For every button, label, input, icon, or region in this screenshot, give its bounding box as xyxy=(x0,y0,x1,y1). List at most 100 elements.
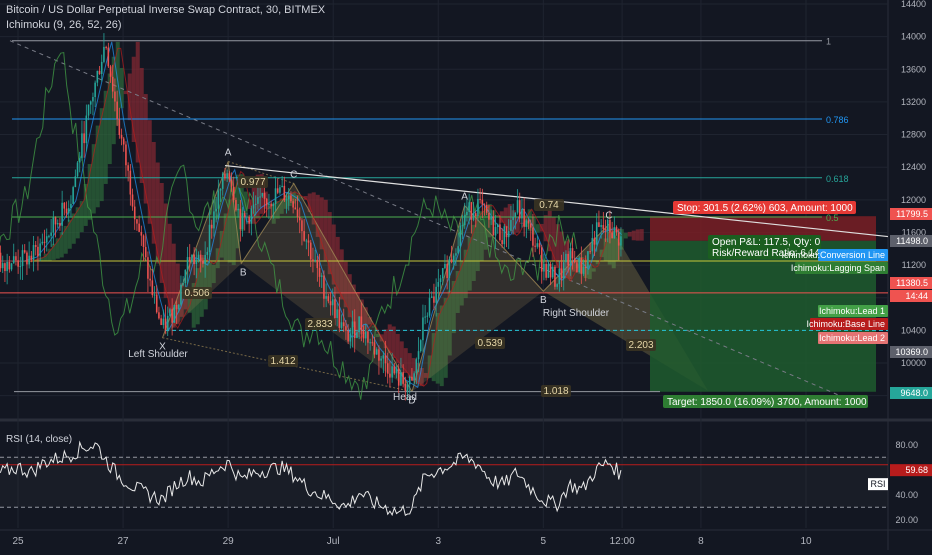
ichimoku-tag: Ichimoku:Lead 1 xyxy=(819,306,885,316)
cloud-segment xyxy=(43,253,48,262)
candle-body xyxy=(67,208,70,214)
ratio-label-bg xyxy=(268,355,298,367)
candle-body xyxy=(232,186,235,200)
ichimoku-lagging-span xyxy=(0,51,578,400)
candle-body xyxy=(459,225,462,247)
price-axis-tag-bg xyxy=(890,346,932,358)
price-axis-tick: 11600 xyxy=(902,227,926,237)
rsi-line xyxy=(0,440,622,517)
cloud-segment xyxy=(347,274,352,318)
candle-body xyxy=(532,227,534,246)
candle-body xyxy=(457,246,459,254)
candle-body xyxy=(547,264,550,278)
pattern-shoulder-label: Left Shoulder xyxy=(128,349,188,360)
cloud-segment xyxy=(83,183,88,226)
candle-body xyxy=(395,368,398,374)
candle-body xyxy=(426,315,429,317)
price-axis-tag: 11799.5 xyxy=(896,209,928,219)
ichimoku-tag: Ichimoku:Conversion Line xyxy=(781,250,885,260)
candle-body xyxy=(98,70,101,74)
cloud-segment xyxy=(535,224,540,233)
cloud-segment xyxy=(323,199,328,262)
time-axis-tick: 29 xyxy=(223,536,235,547)
cloud-segment xyxy=(459,261,464,306)
cloud-segment xyxy=(231,187,236,266)
candle-body xyxy=(296,209,299,218)
candle-body xyxy=(400,372,402,386)
cloud-segment xyxy=(59,232,64,258)
ratio-label: 0.74 xyxy=(539,200,559,211)
candle-body xyxy=(274,188,277,204)
rsi-value-tag-bg xyxy=(890,464,932,477)
candle-body xyxy=(512,216,514,221)
candle-body xyxy=(477,198,479,216)
candle-body xyxy=(210,224,213,229)
candle-body xyxy=(37,246,39,257)
candle-body xyxy=(235,199,237,211)
candle-body xyxy=(173,305,176,323)
candle-body xyxy=(617,232,620,246)
candle-body xyxy=(197,254,200,260)
candle-body xyxy=(252,204,255,209)
candle-body xyxy=(422,317,424,341)
candle-body xyxy=(12,256,15,264)
price-axis-tick: 10400 xyxy=(901,325,926,335)
candle-body xyxy=(261,192,264,197)
cloud-segment xyxy=(71,213,76,244)
candle-body xyxy=(59,223,61,226)
rsi-band-fill xyxy=(0,457,888,508)
candle-body xyxy=(589,251,591,253)
candle-body xyxy=(419,340,422,352)
cloud-segment xyxy=(495,215,500,217)
cloud-segment xyxy=(287,193,292,206)
cloud-segment xyxy=(155,162,160,264)
candle-body xyxy=(147,257,149,279)
candle-body xyxy=(461,225,464,227)
rsi-name-tag: RSI xyxy=(870,479,885,489)
cloud-segment xyxy=(435,312,440,384)
cloud-segment xyxy=(87,164,92,220)
target-label-bg xyxy=(663,395,868,408)
pattern-fill-bcd xyxy=(241,183,412,392)
price-axis-tick: 14400 xyxy=(901,0,926,9)
candle-body xyxy=(39,243,41,257)
candle-body xyxy=(470,202,473,220)
cloud-segment xyxy=(63,225,68,254)
indicator-legend[interactable]: Ichimoku (9, 26, 52, 26) xyxy=(6,19,122,31)
candle-body xyxy=(166,315,169,331)
candle-body xyxy=(479,198,481,200)
candle-body xyxy=(606,219,609,231)
candle-body xyxy=(259,196,261,198)
pattern-leg-xabcd xyxy=(161,161,413,392)
candle-body xyxy=(525,220,528,227)
candle-body xyxy=(527,220,530,224)
rsi-value-tag: 59.68 xyxy=(905,465,928,475)
cloud-segment xyxy=(451,280,456,334)
price-axis-tag: 11498.0 xyxy=(896,236,928,246)
candle-body xyxy=(279,187,281,193)
cloud-segment xyxy=(635,229,640,241)
candle-body xyxy=(325,296,327,299)
cloud-segment xyxy=(183,297,188,310)
candle-body xyxy=(540,247,543,272)
cloud-segment xyxy=(211,265,216,284)
candle-body xyxy=(109,66,112,77)
candle-body xyxy=(362,330,365,339)
candle-body xyxy=(56,223,59,225)
candle-body xyxy=(587,251,589,268)
cloud-segment xyxy=(139,67,144,184)
candle-body xyxy=(292,201,294,208)
candle-body xyxy=(609,219,611,233)
ratio-label-bg xyxy=(475,337,505,349)
ratio-label-bg xyxy=(182,287,212,299)
candle-body xyxy=(595,222,598,245)
cloud-segment xyxy=(447,290,452,356)
cloud-segment xyxy=(227,199,232,263)
cloud-segment xyxy=(475,215,480,272)
price-axis-tick: 12800 xyxy=(901,130,926,140)
candle-body xyxy=(153,294,156,296)
candle-body xyxy=(591,237,594,252)
pattern-point-label: D xyxy=(408,396,415,407)
